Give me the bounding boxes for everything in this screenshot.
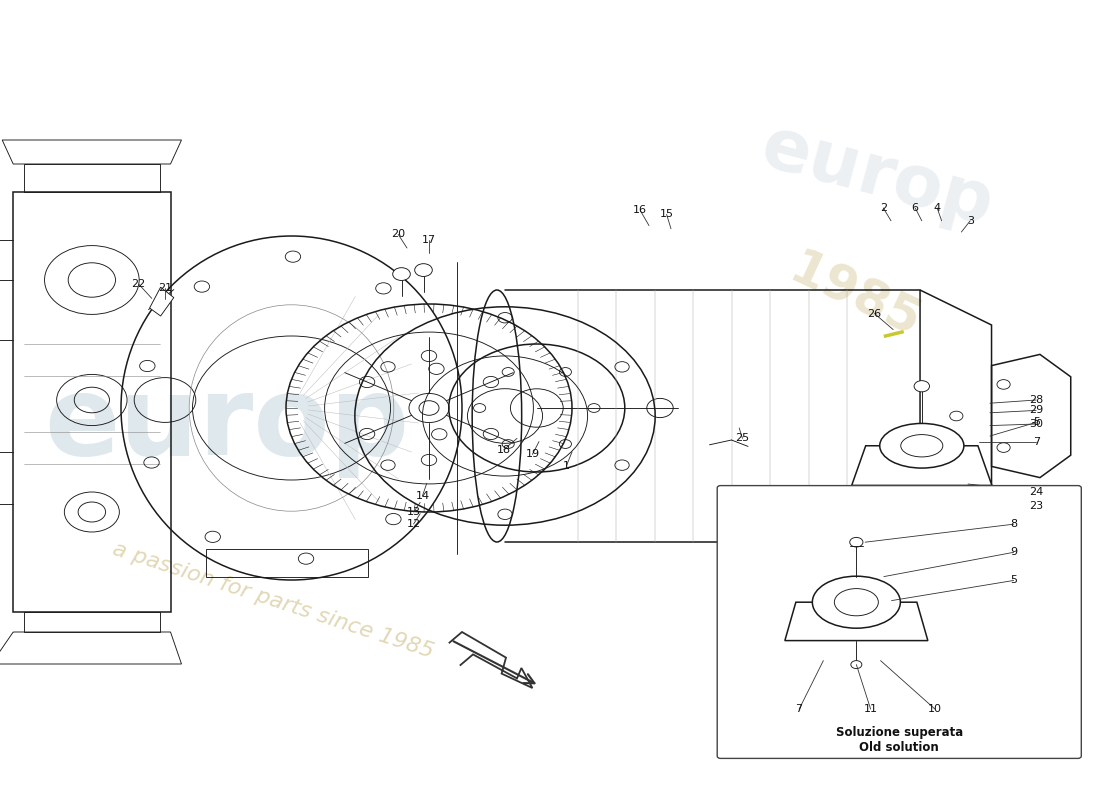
Text: 12: 12: [407, 519, 420, 529]
Circle shape: [415, 264, 432, 277]
Text: Soluzione superata
Old solution: Soluzione superata Old solution: [836, 726, 962, 754]
Text: 9: 9: [1010, 547, 1018, 558]
Text: europ: europ: [754, 112, 1001, 240]
Circle shape: [851, 661, 862, 669]
Text: 23: 23: [1030, 501, 1043, 510]
Text: 8: 8: [1010, 519, 1018, 529]
Text: 17: 17: [422, 235, 436, 245]
Text: a passion for parts since 1985: a passion for parts since 1985: [110, 538, 436, 662]
Text: 18: 18: [497, 445, 510, 454]
Text: 20: 20: [392, 230, 405, 239]
Polygon shape: [785, 602, 928, 641]
Text: 15: 15: [660, 210, 673, 219]
Text: 30: 30: [1030, 419, 1043, 429]
Polygon shape: [150, 287, 174, 316]
Text: 7: 7: [1033, 437, 1039, 446]
FancyBboxPatch shape: [717, 486, 1081, 758]
Text: 16: 16: [634, 206, 647, 215]
Text: 5: 5: [1033, 418, 1039, 427]
Text: 19: 19: [526, 450, 539, 459]
Text: 1985: 1985: [781, 245, 927, 347]
Text: 25: 25: [736, 434, 749, 443]
Ellipse shape: [813, 576, 901, 628]
Text: 24: 24: [1030, 487, 1043, 497]
Text: 6: 6: [912, 203, 918, 213]
Text: 14: 14: [416, 491, 429, 501]
Text: 11: 11: [864, 704, 878, 714]
Polygon shape: [851, 446, 992, 486]
Text: 4: 4: [934, 203, 940, 213]
Text: 13: 13: [407, 507, 420, 517]
Circle shape: [393, 268, 410, 281]
Text: 2: 2: [880, 203, 887, 213]
Text: 21: 21: [158, 283, 172, 293]
Text: 3: 3: [967, 216, 974, 226]
Ellipse shape: [880, 423, 964, 468]
Text: 7: 7: [795, 704, 803, 714]
Circle shape: [914, 381, 929, 392]
Text: 26: 26: [868, 309, 881, 318]
Text: 1: 1: [563, 461, 570, 470]
Text: europ: europ: [44, 370, 409, 478]
Text: 5: 5: [1010, 575, 1018, 586]
Text: 29: 29: [1030, 406, 1043, 415]
Text: 28: 28: [1030, 395, 1043, 405]
Circle shape: [916, 511, 927, 519]
Text: 22: 22: [132, 279, 145, 289]
Circle shape: [850, 538, 864, 547]
Text: 10: 10: [928, 704, 942, 714]
